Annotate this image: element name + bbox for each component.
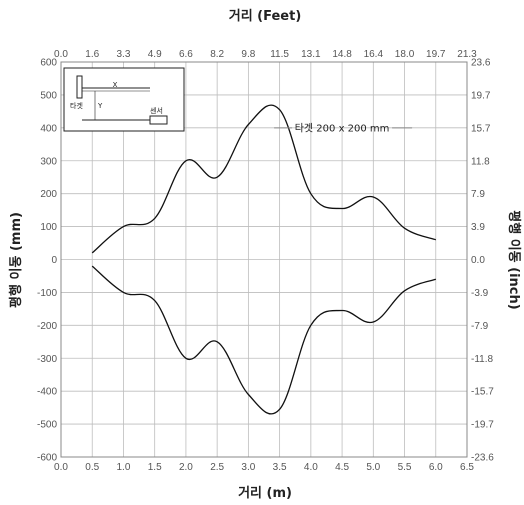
x-tick-label: 0.5 <box>85 462 99 473</box>
y-tick-label: 600 <box>40 58 57 69</box>
y-right-tick-label: 15.7 <box>471 123 491 134</box>
x-top-tick-label: 3.3 <box>117 49 131 60</box>
x-tick-label: 3.5 <box>273 462 287 473</box>
y-right-tick-label: -15.7 <box>471 387 494 398</box>
plot-frame <box>60 61 468 458</box>
y-right-tick-label: 0.0 <box>471 255 485 266</box>
y-right-tick-label: 3.9 <box>471 222 485 233</box>
x-top-tick-label: 21.3 <box>457 49 477 60</box>
x-top-tick-label: 6.6 <box>179 49 193 60</box>
series-line-upper <box>91 104 437 254</box>
y-tick-label: 200 <box>40 189 57 200</box>
x-top-tick-label: 8.2 <box>210 49 224 60</box>
y-tick-label: -400 <box>37 387 57 398</box>
x-top-tick-label: 16.4 <box>364 49 384 60</box>
inset-y-label: Y <box>97 102 103 110</box>
y-axis-title: 평행 이동 (mm) <box>8 212 24 308</box>
x-top-tick-label: 19.7 <box>426 49 446 60</box>
y-tick-label: -300 <box>37 354 57 365</box>
y-tick-label: 400 <box>40 123 57 134</box>
inset-sensor-box <box>149 115 168 125</box>
series-lines <box>91 104 437 415</box>
inset-target-plate <box>76 75 83 99</box>
x-tick-label: 3.0 <box>241 462 255 473</box>
x-tick-label: 5.5 <box>398 462 412 473</box>
x-axis-title: 거리 (m) <box>238 485 292 501</box>
x-tick-label: 0.0 <box>54 462 68 473</box>
x-top-tick-label: 11.5 <box>270 49 289 60</box>
y-tick-label: -100 <box>37 288 57 299</box>
x-axis-title-top: 거리 (Feet) <box>229 8 302 24</box>
y-right-tick-label: -11.8 <box>471 354 493 365</box>
y-right-tick-label: -23.6 <box>471 453 494 464</box>
x-tick-label: 1.0 <box>117 462 131 473</box>
x-tick-label: 4.5 <box>335 462 349 473</box>
x-top-tick-label: 9.8 <box>241 49 255 60</box>
y-tick-label: 100 <box>40 222 57 233</box>
inset-target-label: 타겟 <box>70 101 83 110</box>
x-tick-label: 5.0 <box>366 462 380 473</box>
x-top-tick-label: 1.6 <box>85 49 99 60</box>
y-right-tick-label: -7.9 <box>471 321 489 332</box>
series-line-lower <box>91 265 437 415</box>
y-right-tick-label: 19.7 <box>471 90 491 101</box>
y-axis-title-right: 평행 이동 (inch) <box>506 210 522 309</box>
annotation-target-size: 타겟 200 x 200 mm <box>295 122 390 134</box>
y-right-tick-label: 11.8 <box>471 156 490 167</box>
x-tick-label: 1.5 <box>148 462 162 473</box>
x-tick-label: 2.0 <box>179 462 193 473</box>
y-tick-label: -200 <box>37 321 57 332</box>
setup-inset: 타겟 센서 X Y <box>63 67 185 132</box>
y-tick-label: 300 <box>40 156 57 167</box>
x-top-tick-label: 0.0 <box>54 49 68 60</box>
y-tick-label: 0 <box>51 255 57 266</box>
tick-labels: 0.0 0.0 0.5 1.6 1.0 3.3 1.5 4.9 2.0 6.6 2.5 8.2 3.0 9… <box>37 49 494 473</box>
x-top-tick-label: 14.8 <box>332 49 352 60</box>
y-tick-label: -500 <box>37 420 57 431</box>
inset-sensor-label: 센서 <box>150 106 163 115</box>
x-tick-label: 6.0 <box>429 462 443 473</box>
y-right-tick-label: 7.9 <box>471 189 485 200</box>
y-right-tick-label: -19.7 <box>471 420 494 431</box>
inset-x-label: X <box>113 81 118 89</box>
x-top-tick-label: 13.1 <box>301 49 321 60</box>
y-tick-label: 500 <box>40 90 57 101</box>
x-tick-label: 6.5 <box>460 462 474 473</box>
y-right-tick-label: 23.6 <box>471 58 491 69</box>
x-tick-label: 2.5 <box>210 462 224 473</box>
y-tick-label: -600 <box>37 453 57 464</box>
x-top-tick-label: 18.0 <box>395 49 415 60</box>
x-top-tick-label: 4.9 <box>148 49 162 60</box>
y-right-tick-label: -3.9 <box>471 288 489 299</box>
x-tick-label: 4.0 <box>304 462 318 473</box>
